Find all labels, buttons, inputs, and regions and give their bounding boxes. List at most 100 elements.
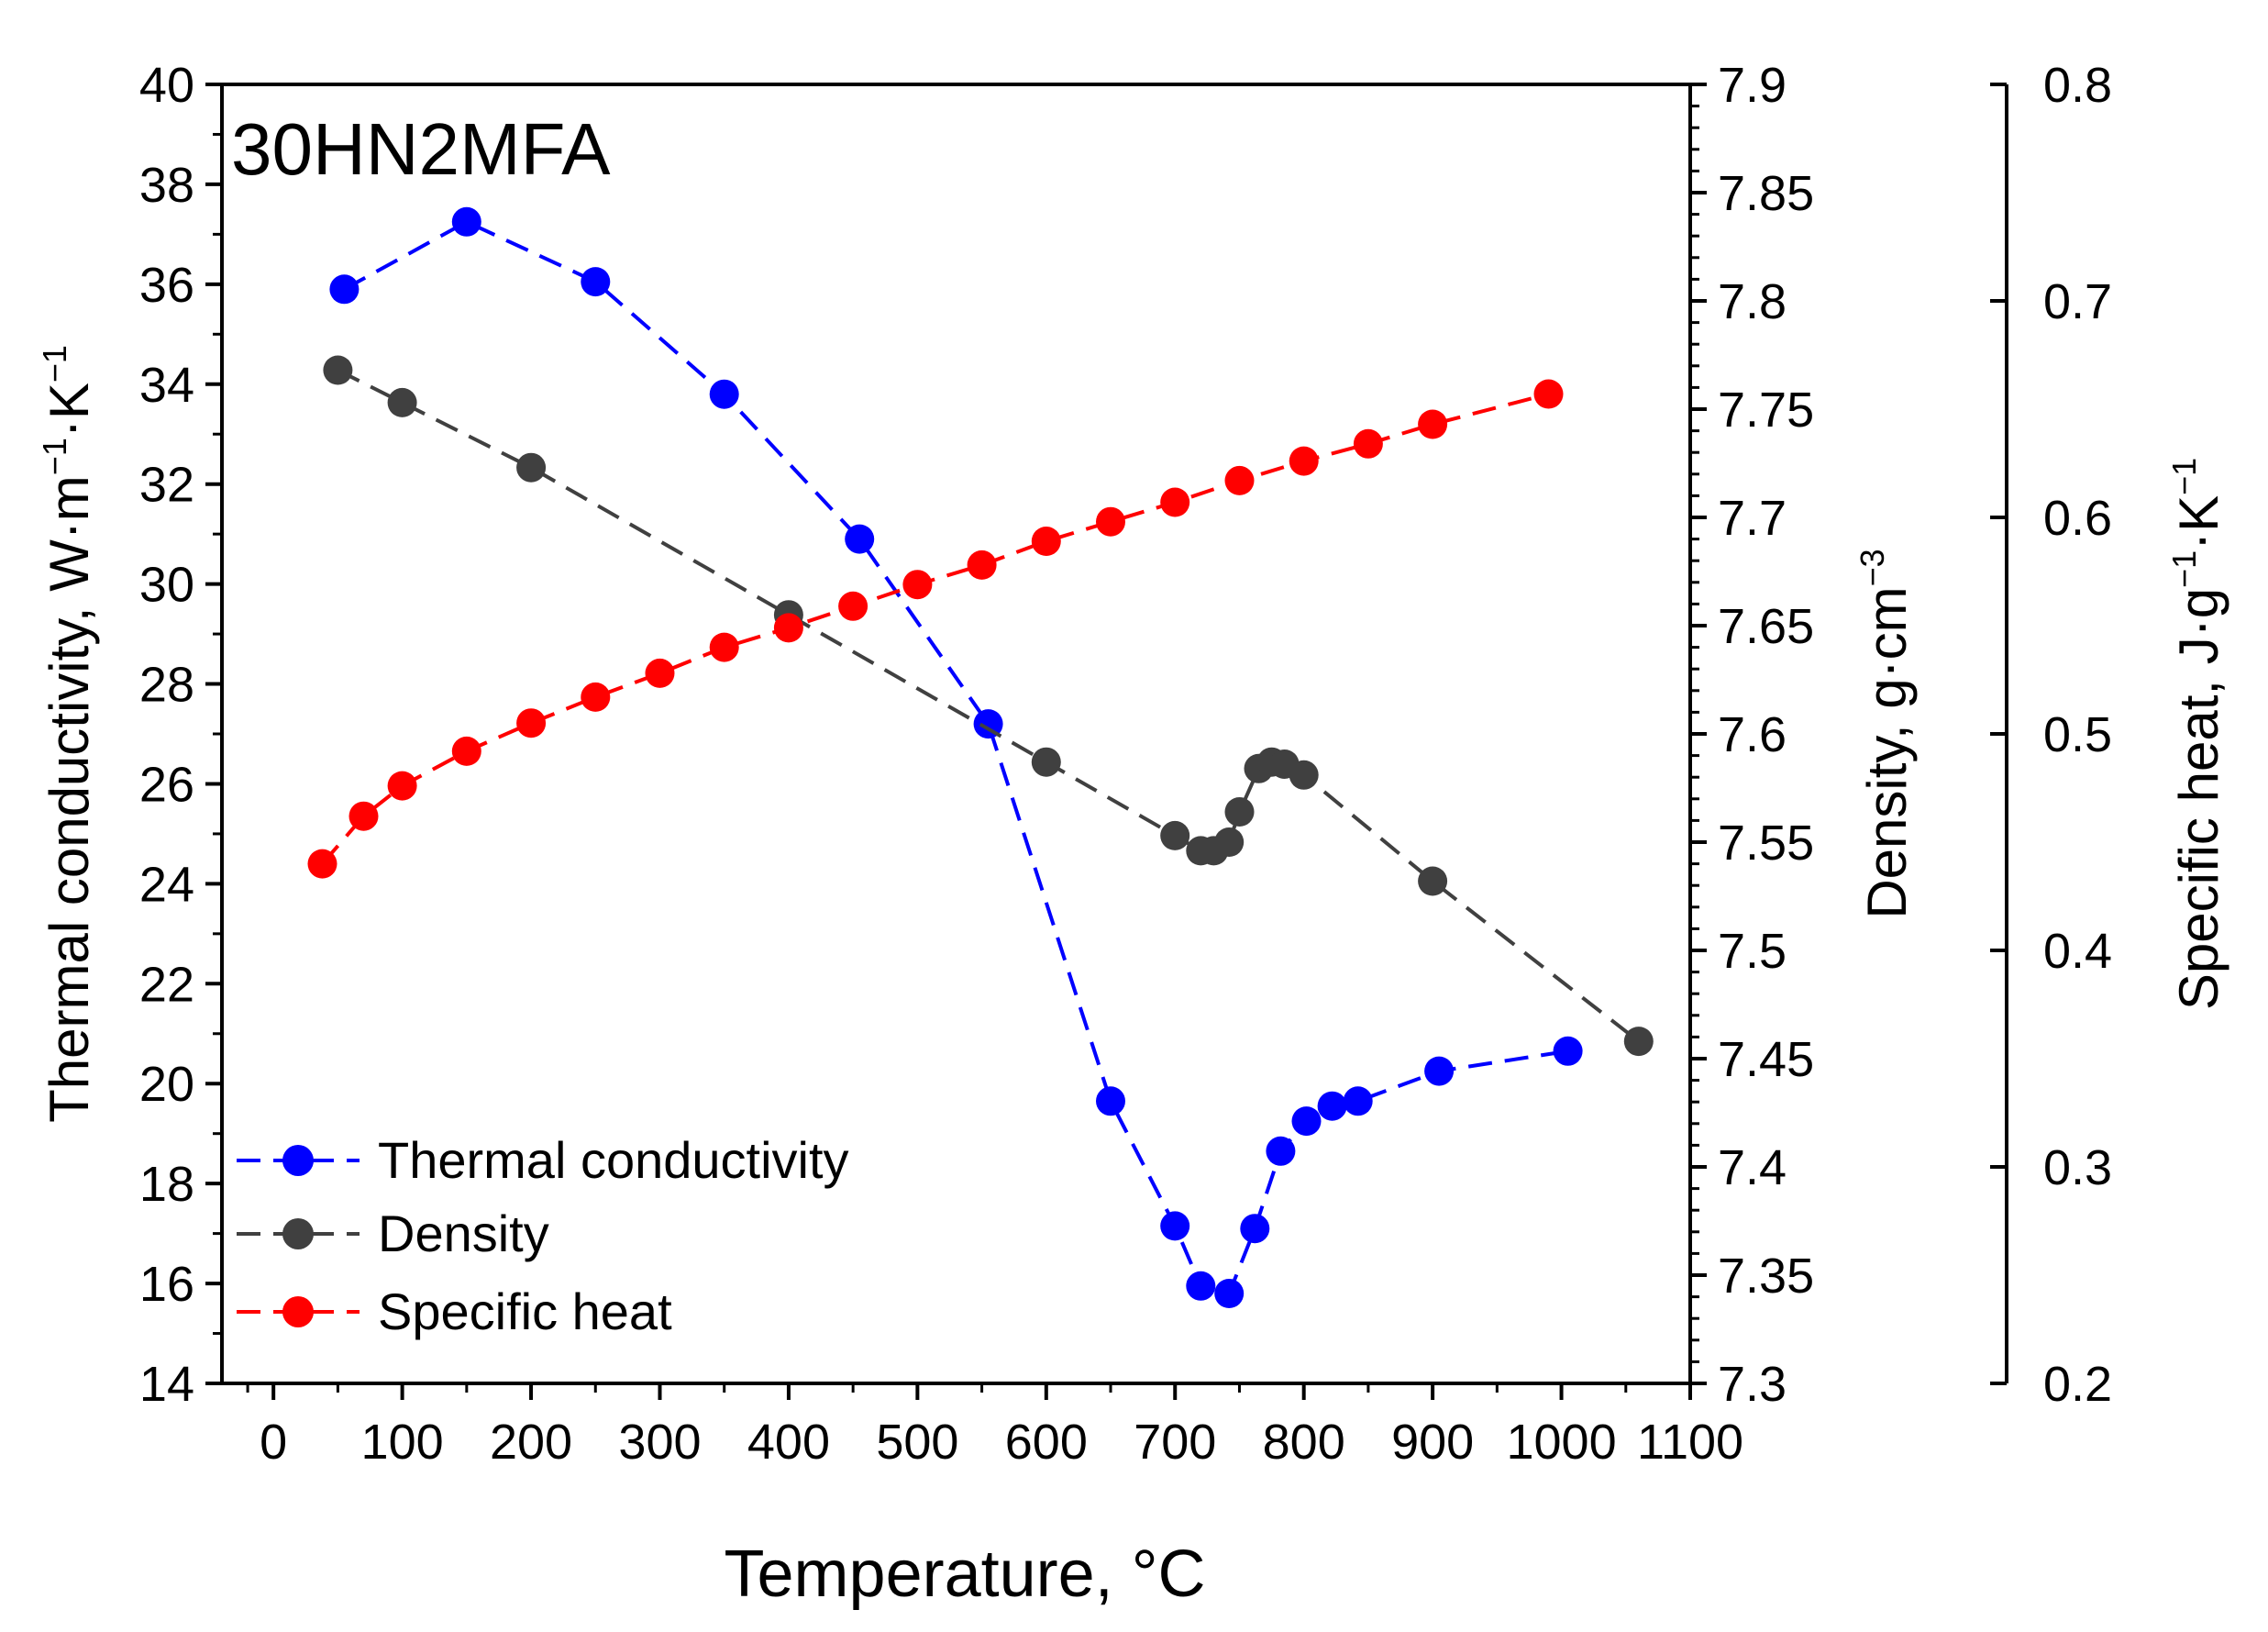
x-tick-label: 100 xyxy=(361,1415,444,1470)
x-tick-label: 700 xyxy=(1134,1415,1216,1470)
legend-entry-density: Density xyxy=(237,1205,549,1262)
left-y-tick-label: 36 xyxy=(139,258,194,313)
x-axis: 0 100 200 300 400 500 600 700 800 900 1000 1100 xyxy=(246,1383,1743,1470)
data-point-thermal-conductivity xyxy=(1343,1086,1373,1116)
data-point-thermal-conductivity xyxy=(1424,1056,1455,1086)
density-tick-label: 7.65 xyxy=(1718,599,1814,654)
data-point-thermal-conductivity xyxy=(451,206,481,237)
specific-heat-tick-label: 0.6 xyxy=(2043,491,2112,546)
specific-heat-tick-label: 0.5 xyxy=(2043,707,2112,762)
left-y-tick-label: 34 xyxy=(139,358,194,413)
x-tick-label: 1100 xyxy=(1637,1415,1743,1470)
data-point-density xyxy=(1289,760,1319,790)
data-point-thermal-conductivity xyxy=(1266,1136,1296,1166)
data-point-specific-heat xyxy=(1418,409,1448,439)
x-tick-label: 200 xyxy=(490,1415,572,1470)
x-tick-label: 600 xyxy=(1005,1415,1088,1470)
legend-label-thermal-conductivity: Thermal conductivity xyxy=(378,1131,849,1189)
x-axis-label: Temperature, °C xyxy=(725,1538,1206,1611)
data-point-specific-heat xyxy=(1096,506,1125,537)
data-point-specific-heat xyxy=(645,658,675,688)
left-y-tick-label: 20 xyxy=(139,1057,194,1112)
density-y-axis: 7.3 7.35 7.4 7.45 7.5 7.55 7.6 7.65 7.7 7.75 7.8 7.… xyxy=(1690,58,1814,1412)
data-point-specific-heat xyxy=(1533,379,1564,409)
series-density xyxy=(323,355,1654,1057)
data-point-density xyxy=(1031,747,1061,777)
data-point-thermal-conductivity xyxy=(329,274,360,305)
data-point-specific-heat xyxy=(1160,487,1190,517)
density-tick-label: 7.9 xyxy=(1718,58,1787,113)
x-tick-label: 900 xyxy=(1391,1415,1474,1470)
data-point-specific-heat xyxy=(1353,428,1383,459)
left-y-tick-label: 30 xyxy=(139,558,194,613)
specific-heat-tick-label: 0.7 xyxy=(2043,274,2112,329)
data-point-density xyxy=(1214,827,1245,857)
density-axis-label-main: Density, g·cm xyxy=(1856,586,1918,918)
x-tick-label: 400 xyxy=(747,1415,830,1470)
data-point-specific-heat xyxy=(307,849,337,879)
specific-heat-tick-label: 0.4 xyxy=(2043,924,2112,979)
density-tick-label: 7.55 xyxy=(1718,816,1814,871)
legend-entry-thermal-conductivity: Thermal conductivity xyxy=(237,1131,849,1189)
data-point-specific-heat xyxy=(967,550,997,580)
left-y-tick-label: 14 xyxy=(139,1357,194,1412)
density-tick-label: 7.3 xyxy=(1718,1357,1787,1412)
x-tick-label: 800 xyxy=(1263,1415,1345,1470)
legend-marker-specific-heat xyxy=(282,1296,314,1327)
data-point-density xyxy=(387,387,417,417)
data-point-specific-heat xyxy=(1224,465,1255,495)
data-point-specific-heat xyxy=(387,771,417,801)
legend: Thermal conductivity Density Specific he… xyxy=(237,1131,849,1340)
density-tick-label: 7.5 xyxy=(1718,924,1787,979)
series-thermal-conductivity xyxy=(329,206,1583,1308)
data-point-thermal-conductivity xyxy=(1214,1279,1245,1308)
density-tick-label: 7.7 xyxy=(1718,491,1787,546)
data-point-specific-heat xyxy=(1289,446,1319,476)
data-point-thermal-conductivity xyxy=(1096,1086,1125,1116)
data-point-thermal-conductivity xyxy=(1553,1036,1583,1066)
data-point-density xyxy=(1623,1027,1654,1057)
left-axis-label-sup2: −1 xyxy=(36,345,73,383)
series-layer xyxy=(307,206,1654,1308)
left-y-tick-label: 40 xyxy=(139,58,194,113)
left-y-tick-label: 38 xyxy=(139,158,194,213)
specific-heat-tick-label: 0.3 xyxy=(2043,1140,2112,1195)
density-tick-label: 7.8 xyxy=(1718,274,1787,329)
left-y-tick-label: 32 xyxy=(139,458,194,513)
left-y-tick-label: 16 xyxy=(139,1257,194,1312)
data-point-density xyxy=(1418,866,1448,896)
legend-marker-density xyxy=(282,1218,314,1249)
data-point-density xyxy=(1224,797,1255,827)
data-point-thermal-conductivity xyxy=(1160,1211,1190,1241)
data-point-thermal-conductivity xyxy=(709,379,739,409)
left-y-tick-label: 18 xyxy=(139,1157,194,1212)
data-point-specific-heat xyxy=(348,801,379,831)
data-point-specific-heat xyxy=(709,632,739,662)
specific-heat-tick-label: 0.2 xyxy=(2043,1357,2112,1412)
data-point-density xyxy=(516,452,547,483)
left-y-tick-label: 22 xyxy=(139,957,194,1012)
data-point-density xyxy=(323,355,353,385)
chart-annotation: 30HN2MFA xyxy=(231,108,611,190)
left-axis-label-sup1: −1 xyxy=(36,438,73,475)
density-axis-label-sup1: −3 xyxy=(1853,549,1891,586)
density-tick-label: 7.75 xyxy=(1718,383,1814,438)
left-axis-label: Thermal conductivity, W·m−1·K−1 xyxy=(36,345,100,1123)
specific-heat-axis-label-main: Specific heat, J·g xyxy=(2168,588,2229,1010)
data-point-thermal-conductivity xyxy=(581,267,611,297)
data-point-thermal-conductivity xyxy=(1240,1214,1270,1244)
specific-heat-y-axis: 0.2 0.3 0.4 0.5 0.6 0.7 0.8 xyxy=(1990,58,2112,1412)
specific-heat-axis-label-mid: ·K xyxy=(2168,495,2229,550)
density-tick-label: 7.85 xyxy=(1718,166,1814,221)
data-point-thermal-conductivity xyxy=(1291,1106,1322,1137)
x-tick-label: 300 xyxy=(618,1415,701,1470)
legend-label-density: Density xyxy=(378,1205,549,1262)
series-specific-heat xyxy=(307,379,1564,879)
left-y-tick-label: 26 xyxy=(139,757,194,812)
specific-heat-axis-label-sup2: −1 xyxy=(2165,458,2203,495)
data-point-specific-heat xyxy=(581,682,611,712)
density-tick-label: 7.35 xyxy=(1718,1249,1814,1304)
density-tick-label: 7.45 xyxy=(1718,1032,1814,1087)
x-tick-label: 1000 xyxy=(1506,1415,1616,1470)
